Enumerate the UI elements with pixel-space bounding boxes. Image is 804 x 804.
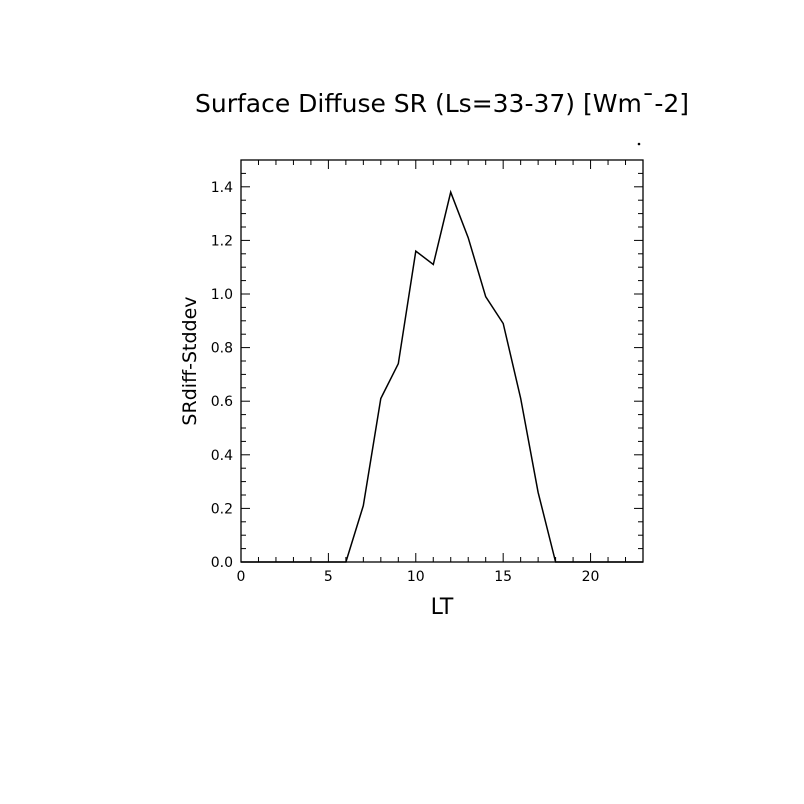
y-tick-label: 0.0 [211,555,233,571]
plot-area [240,159,644,563]
y-tick-label: 0.8 [211,341,233,357]
y-tick-label: 0.6 [211,394,233,410]
x-tick-label: 10 [407,569,425,585]
y-axis-ticks [241,159,643,563]
y-tick-label: 0.4 [211,448,233,464]
corner-dot [637,142,641,146]
x-tick-label: 15 [494,569,512,585]
x-tick-label: 20 [582,569,600,585]
plot-frame [240,159,644,563]
y-tick-label: 1.0 [211,287,233,303]
x-tick-label: 0 [237,569,246,585]
x-axis-ticks [240,160,644,562]
x-tick-label: 5 [324,569,333,585]
y-axis-tick-labels: 0.0 0.2 0.4 0.6 0.8 1.0 1.2 1.4 [211,180,233,571]
series-line [241,189,643,563]
x-axis-tick-labels: 0 5 10 15 20 [237,569,600,585]
y-axis-label: SRdiff-Stddev [179,296,201,425]
series-layer [241,189,643,563]
y-tick-label: 1.2 [211,233,233,249]
x-axis-label: LT [431,595,454,620]
y-tick-label: 1.4 [211,180,233,196]
y-tick-label: 0.2 [211,501,233,517]
chart-title: Surface Diffuse SR (Ls=33-37) [Wm¯-2] [195,89,689,118]
